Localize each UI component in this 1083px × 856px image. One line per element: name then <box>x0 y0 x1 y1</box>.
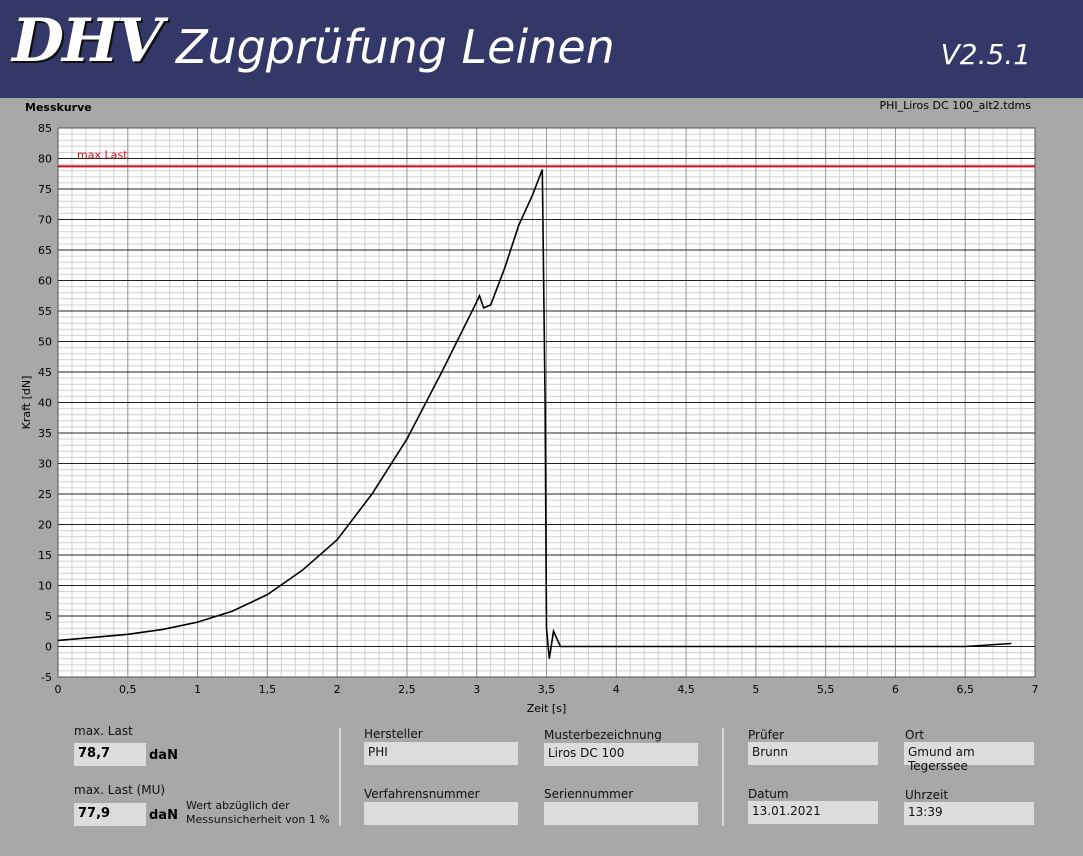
verfahren-label: Verfahrensnummer <box>364 787 480 801</box>
y-tick-label: 75 <box>38 183 52 196</box>
y-tick-label: 65 <box>38 244 52 257</box>
divider-1 <box>339 728 341 826</box>
x-tick-label: 6,5 <box>956 683 974 696</box>
x-tick-label: 2,5 <box>398 683 416 696</box>
x-tick-label: 1 <box>194 683 201 696</box>
max-last-mu-value: 77,9 <box>74 803 146 826</box>
x-tick-label: 4,5 <box>677 683 695 696</box>
app-title: Zugprüfung Leinen <box>176 20 615 74</box>
mu-note-line2: Messunsicherheit von 1 % <box>186 813 330 826</box>
max-last-mu-unit: daN <box>149 808 178 823</box>
datum-field[interactable]: 13.01.2021 <box>748 801 878 824</box>
x-axis-label: Zeit [s] <box>527 702 566 715</box>
muster-field[interactable]: Liros DC 100 <box>544 743 698 766</box>
mu-note-line1: Wert abzüglich der <box>186 799 290 812</box>
serien-label: Seriennummer <box>544 787 634 801</box>
y-axis-label: Kraft [dN] <box>20 376 33 430</box>
ort-field[interactable]: Gmund am Tegerssee <box>904 742 1034 773</box>
y-tick-label: 30 <box>38 458 52 471</box>
x-tick-label: 3 <box>473 683 480 696</box>
datum-label: Datum <box>748 787 789 801</box>
y-tick-label: 45 <box>38 366 52 379</box>
uhrzeit-label: Uhrzeit <box>905 788 949 802</box>
uhrzeit-field[interactable]: 13:39 <box>904 802 1034 825</box>
x-tick-label: 0 <box>55 683 62 696</box>
divider-2 <box>722 728 724 826</box>
mu-note: Wert abzüglich der Messunsicherheit von … <box>186 799 330 827</box>
hersteller-label: Hersteller <box>364 727 423 741</box>
x-tick-label: 5 <box>752 683 759 696</box>
y-tick-label: 15 <box>38 549 52 562</box>
x-tick-label: 4 <box>613 683 620 696</box>
force-time-chart: 0 0,5 1 1,5 2 2,5 3 3,5 4 4,5 5 5,5 6 6,5 7-5051015202… <box>20 122 1039 715</box>
y-tick-label: 25 <box>38 488 52 501</box>
pruefer-field[interactable]: Brunn <box>748 742 878 765</box>
max-last-mu-label: max. Last (MU) <box>74 783 166 797</box>
y-tick-label: 35 <box>38 427 52 440</box>
x-tick-label: 7 <box>1032 683 1039 696</box>
file-name: PHI_Liros DC 100_alt2.tdms <box>879 99 1031 112</box>
ort-label: Ort <box>905 728 925 742</box>
max-last-unit: daN <box>149 748 178 763</box>
x-tick-label: 1,5 <box>259 683 277 696</box>
max-last-line-label: max Last <box>77 148 128 161</box>
muster-label: Musterbezeichnung <box>544 728 662 742</box>
verfahren-field[interactable] <box>364 802 518 825</box>
y-tick-label: 60 <box>38 275 52 288</box>
y-tick-label: 70 <box>38 214 52 227</box>
y-tick-label: 50 <box>38 336 52 349</box>
y-tick-label: 85 <box>38 122 52 135</box>
chart-label: Messkurve <box>25 101 92 114</box>
x-tick-label: 5,5 <box>817 683 835 696</box>
serien-field[interactable] <box>544 802 698 825</box>
header-bar: DHV Zugprüfung Leinen V2.5.1 <box>0 0 1083 98</box>
dhv-logo: DHV <box>12 6 163 76</box>
max-last-label: max. Last <box>74 724 133 738</box>
y-tick-label: -5 <box>41 671 52 684</box>
y-tick-label: 5 <box>45 610 52 623</box>
y-tick-label: 40 <box>38 397 52 410</box>
y-tick-label: 20 <box>38 519 52 532</box>
x-tick-label: 3,5 <box>538 683 556 696</box>
max-last-value: 78,7 <box>74 743 146 766</box>
force-curve <box>57 169 1012 659</box>
y-tick-label: 0 <box>45 641 52 654</box>
x-tick-label: 2 <box>334 683 341 696</box>
x-tick-label: 0,5 <box>119 683 137 696</box>
plot-frame <box>57 127 1036 678</box>
version-label: V2.5.1 <box>940 38 1031 71</box>
hersteller-field[interactable]: PHI <box>364 742 518 765</box>
x-tick-label: 6 <box>892 683 899 696</box>
y-tick-label: 80 <box>38 153 52 166</box>
pruefer-label: Prüfer <box>748 728 785 742</box>
y-tick-label: 55 <box>38 305 52 318</box>
y-tick-label: 10 <box>38 580 52 593</box>
